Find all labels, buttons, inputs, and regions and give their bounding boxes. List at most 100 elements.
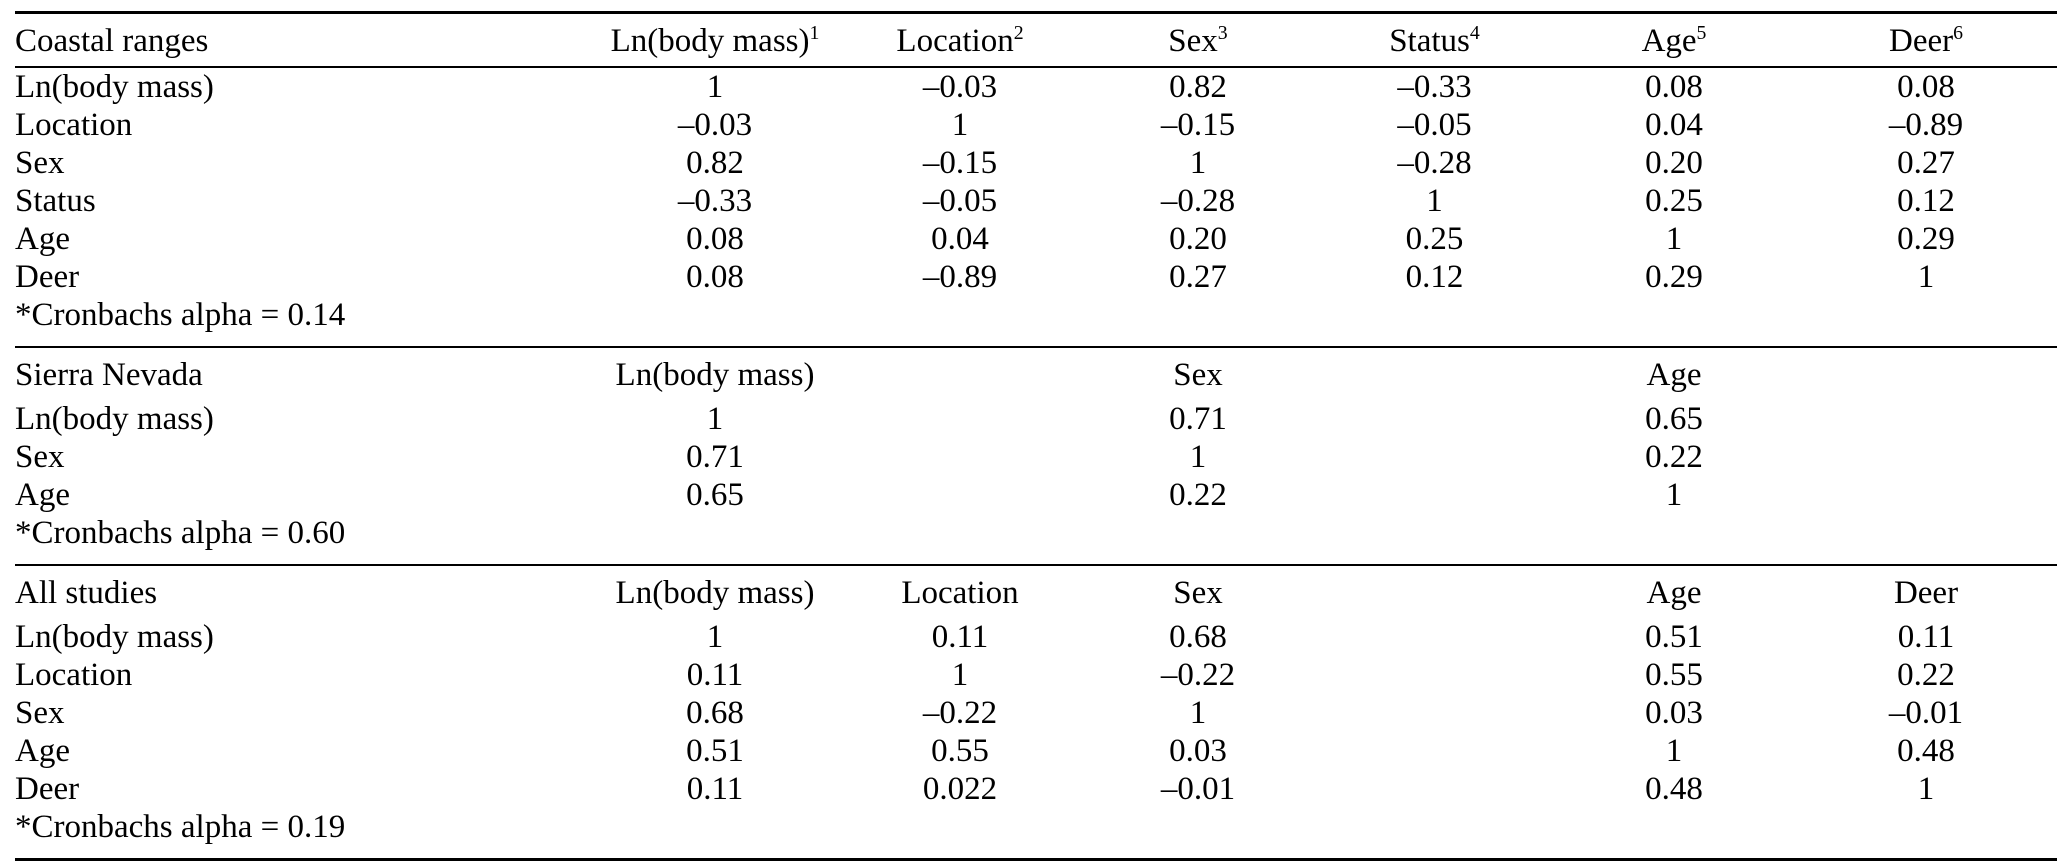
value-cell: –0.15 [922,145,998,181]
column-header-cell [1316,565,1553,618]
column-header-cell: Ln(body mass) [615,575,815,611]
table-row: Sex 0.68 –0.22 1 0.03 –0.01 [15,694,2057,732]
table-section-coastal-ranges: Coastal ranges Ln(body mass)1 Location2 Sex… [15,12,2057,348]
correlation-table: Coastal ranges Ln(body mass)1 Location2 Sex… [15,11,2057,861]
value-cell [1316,400,1553,438]
value-cell: 0.08 [686,259,744,295]
value-cell: 0.68 [1169,619,1227,655]
value-cell: 0.20 [1645,145,1703,181]
value-cell: 0.27 [1169,259,1227,295]
value-cell [1316,476,1553,514]
value-cell: –0.03 [677,107,753,143]
value-cell: 0.29 [1897,221,1955,257]
value-cell: 1 [1665,733,1683,769]
value-cell: 0.55 [931,733,989,769]
row-label-cell: Sex [15,145,65,181]
table-row: Location –0.03 1 –0.15 –0.05 0.04 –0.89 [15,106,2057,144]
column-header-cell: Status4 [1316,12,1553,68]
value-cell [840,400,1080,438]
table-row: Ln(body mass) 1 0.11 0.68 0.51 0.11 [15,618,2057,656]
value-cell: 0.04 [1645,107,1703,143]
value-cell: 0.04 [931,221,989,257]
row-label-cell: Ln(body mass) [15,69,214,105]
value-cell: 0.29 [1645,259,1703,295]
value-cell: –0.89 [922,259,998,295]
column-header-cell: Deer [1893,575,1959,611]
value-cell: 0.48 [1897,733,1955,769]
value-cell: 0.20 [1169,221,1227,257]
footnote-row: *Cronbachs alpha = 0.19 [15,808,2057,860]
value-cell: –0.05 [1397,107,1472,143]
table-section-all-studies: All studies Ln(body mass) Location Sex Age De… [15,565,2057,860]
value-cell [1316,656,1553,694]
value-cell [840,438,1080,476]
table-row: Sex 0.82 –0.15 1 –0.28 0.20 0.27 [15,144,2057,182]
value-cell: 0.25 [1645,183,1703,219]
value-cell: 0.08 [1645,69,1703,105]
value-cell: 0.71 [1169,401,1227,437]
value-cell: 0.11 [686,771,744,807]
column-header-cell: Ln(body mass)1 [590,12,840,68]
value-cell: 0.82 [1169,69,1227,105]
row-label-cell: Status [15,183,96,219]
value-cell: 0.12 [1897,183,1955,219]
value-cell: 1 [1917,259,1935,295]
column-footnote-marker: 4 [1469,22,1480,44]
value-cell: 0.82 [686,145,744,181]
value-cell: 1 [706,619,724,655]
value-cell [1316,618,1553,656]
column-header-cell: Sex3 [1080,12,1316,68]
section-title-cell: All studies [15,575,158,611]
section-header-row: Sierra Nevada Ln(body mass) Sex Age [15,347,2057,400]
value-cell: 1 [706,401,724,437]
column-header-cell [1316,347,1553,400]
value-cell: 1 [1189,695,1207,731]
value-cell [1795,476,2057,514]
value-cell: 0.65 [686,477,744,513]
table-row: Age 0.51 0.55 0.03 1 0.48 [15,732,2057,770]
value-cell: 0.22 [1169,477,1227,513]
value-cell: 1 [951,657,969,693]
table-row: Ln(body mass) 1 –0.03 0.82 –0.33 0.08 0.08 [15,67,2057,106]
value-cell: 0.11 [931,619,989,655]
row-label-cell: Age [15,733,70,769]
column-header-cell: Age [1646,357,1702,393]
column-header-cell: Location [901,575,1019,611]
row-label-cell: Age [15,221,70,257]
value-cell: 0.022 [922,771,998,807]
column-header-cell: Sex [1173,357,1223,393]
value-cell: 0.55 [1645,657,1703,693]
value-cell [1316,438,1553,476]
column-footnote-marker: 1 [809,22,820,44]
value-cell [1795,400,2057,438]
section-title-cell: Sierra Nevada [15,357,203,393]
footnote-row: *Cronbachs alpha = 0.60 [15,514,2057,565]
value-cell: 1 [1917,771,1935,807]
value-cell: 1 [1426,183,1443,219]
value-cell: 1 [1665,221,1683,257]
column-footnote-marker: 2 [1013,22,1024,44]
value-cell [1316,732,1553,770]
value-cell: 0.08 [686,221,744,257]
value-cell: 0.27 [1897,145,1955,181]
row-label-cell: Location [15,657,133,693]
value-cell: 1 [1189,145,1207,181]
value-cell: –0.28 [1397,145,1472,181]
table-row: Age 0.65 0.22 1 [15,476,2057,514]
table-row: Deer 0.08 –0.89 0.27 0.12 0.29 1 [15,258,2057,296]
value-cell [840,476,1080,514]
value-cell: 0.12 [1405,259,1464,295]
column-header-cell: Location2 [840,12,1080,68]
table-row: Status –0.33 –0.05 –0.28 1 0.25 0.12 [15,182,2057,220]
value-cell: 0.03 [1169,733,1227,769]
value-cell: 1 [1665,477,1683,513]
table-row: Sex 0.71 1 0.22 [15,438,2057,476]
section-title-cell: Coastal ranges [15,12,590,68]
column-footnote-marker: 5 [1696,22,1707,44]
value-cell: 0.11 [686,657,744,693]
value-cell: –0.28 [1160,183,1236,219]
row-label-cell: Deer [15,771,80,807]
row-label-cell: Ln(body mass) [15,401,214,437]
value-cell: 0.03 [1645,695,1703,731]
